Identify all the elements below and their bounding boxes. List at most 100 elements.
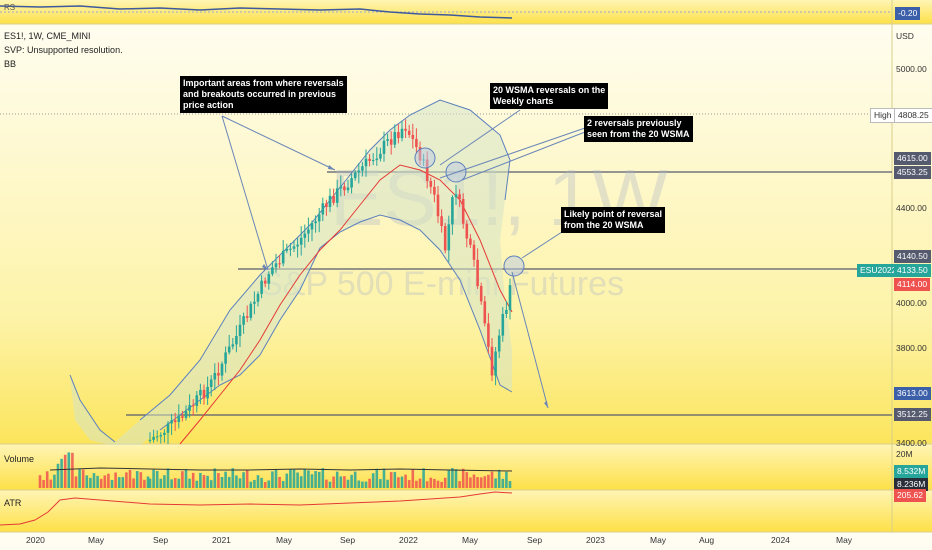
high-label: High <box>870 108 896 123</box>
volume-bar <box>220 476 224 488</box>
volume-bar <box>285 473 289 488</box>
volume-bar <box>487 474 490 488</box>
candle-body <box>281 250 285 264</box>
volume-bar <box>371 473 375 488</box>
volume-bar <box>393 472 397 488</box>
volume-bar <box>60 458 63 488</box>
volume-bar <box>415 480 418 488</box>
volume-bar <box>202 475 206 488</box>
volume-bar <box>74 476 78 488</box>
rs-label: RS <box>4 3 16 12</box>
volume-bar <box>143 479 146 488</box>
symbol-info[interactable]: ES1!, 1W, CME_MINI <box>4 31 91 41</box>
candle-body <box>163 432 166 436</box>
time-label: May <box>836 535 853 545</box>
candle-body <box>494 351 497 376</box>
candle-body <box>177 416 181 423</box>
candle-body <box>433 186 436 195</box>
volume-bar <box>343 476 346 488</box>
candle-body <box>386 139 389 141</box>
candle-body <box>235 335 238 345</box>
volume-bar <box>110 479 114 488</box>
volume-bar <box>67 452 71 488</box>
annotation-likely-reversal[interactable]: Likely point of reversal from the 20 WSM… <box>561 207 666 233</box>
volume-bar <box>494 478 497 488</box>
svp-info[interactable]: SVP: Unsupported resolution. <box>4 45 123 55</box>
volume-bar <box>289 469 292 488</box>
candle-body <box>299 237 303 245</box>
candle-body <box>307 229 310 234</box>
volume-bar <box>103 475 107 488</box>
candle-body <box>242 316 245 325</box>
candle-body <box>371 160 375 162</box>
volume-bar <box>132 478 135 488</box>
annotation-reversal-areas[interactable]: Important areas from where reversals and… <box>180 76 347 113</box>
price-tick: 4000.00 <box>896 298 927 308</box>
volume-bar <box>339 476 343 488</box>
volume-bar <box>386 479 389 488</box>
volume-bar <box>389 472 393 488</box>
candle-body <box>245 316 249 318</box>
candle-body <box>148 439 152 441</box>
volume-bar <box>260 477 263 488</box>
high-value: 4808.25 <box>894 108 932 123</box>
volume-bar <box>299 476 303 488</box>
volume-bar <box>447 469 451 488</box>
symbol-badge[interactable]: ESU2022 <box>857 264 900 277</box>
volume-bar <box>166 468 170 488</box>
volume-bar <box>253 479 256 488</box>
volume-bar <box>458 481 461 488</box>
candle-body <box>415 138 418 148</box>
volume-bar <box>314 471 317 488</box>
candle-body <box>267 274 271 284</box>
candle-body <box>411 134 415 139</box>
price-label-4553: 4553.25 <box>894 166 931 179</box>
volume-bar <box>353 471 357 488</box>
atr-label[interactable]: ATR <box>4 498 22 508</box>
volume-bar <box>303 469 307 488</box>
candle-body <box>278 263 281 265</box>
candle-body <box>454 194 458 198</box>
price-tick: 3800.00 <box>896 343 927 353</box>
annotation-two-reversals[interactable]: 2 reversals previously seen from the 20 … <box>584 116 693 142</box>
volume-bar <box>245 470 249 488</box>
volume-bar <box>382 468 386 488</box>
volume-bar <box>199 472 202 488</box>
candle-body <box>400 128 404 139</box>
candle-body <box>364 158 368 167</box>
reversal-circle-3 <box>503 255 525 277</box>
volume-bar <box>209 480 213 488</box>
volume-bar <box>461 468 465 488</box>
candle-body <box>350 178 353 188</box>
candle-body <box>379 153 382 159</box>
candle-body <box>368 158 371 161</box>
volume-bar <box>107 473 110 488</box>
volume-bar <box>501 478 505 488</box>
candle-body <box>170 420 173 424</box>
bollinger-upper <box>69 99 511 443</box>
volume-bar <box>238 478 242 488</box>
currency-label[interactable]: USD <box>896 31 914 41</box>
volume-bar <box>56 463 60 488</box>
candle-body <box>508 285 512 310</box>
volume-bar <box>235 475 238 488</box>
candle-body <box>443 226 447 251</box>
annotation-wsma-reversals[interactable]: 20 WSMA reversals on the Weekly charts <box>490 83 609 109</box>
candle-body <box>296 244 299 247</box>
price-tick: 3400.00 <box>896 438 927 448</box>
volume-bar <box>125 472 128 488</box>
volume-bar <box>213 468 217 488</box>
bb-info[interactable]: BB <box>4 59 17 69</box>
volume-bar <box>128 469 132 488</box>
candle-body <box>469 238 472 245</box>
volume-bar <box>278 476 281 488</box>
candle-body <box>479 285 483 302</box>
volume-bar <box>281 481 285 488</box>
candle-body <box>173 420 177 423</box>
volume-label[interactable]: Volume <box>4 454 35 464</box>
candle-body <box>260 280 263 294</box>
candle-body <box>382 140 386 154</box>
volume-bar <box>89 477 92 488</box>
candle-body <box>285 248 289 251</box>
